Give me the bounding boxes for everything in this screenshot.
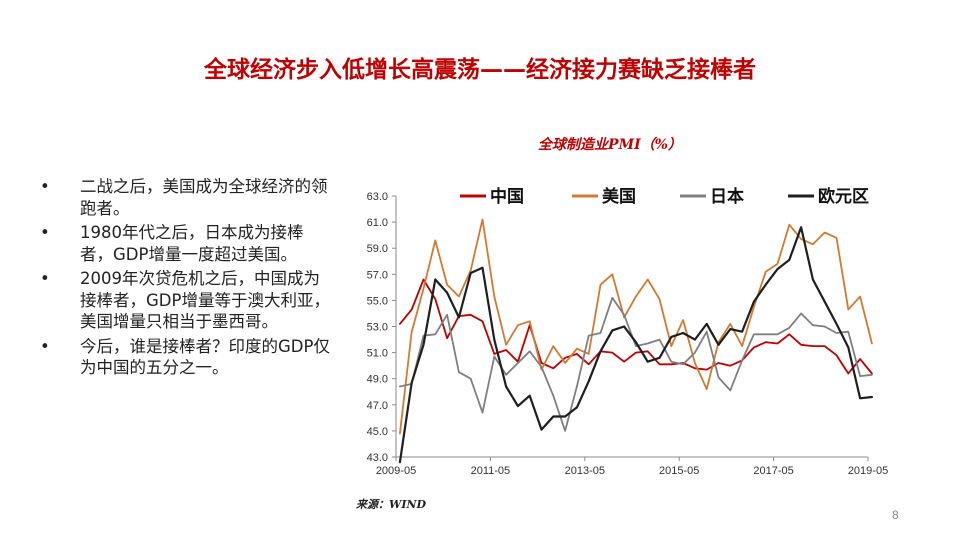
bullet-item: • 今后，谁是接棒者？印度的GDP仅为中国的五分之一。 [40, 336, 330, 379]
x-tick-label: 2017-05 [753, 465, 793, 477]
legend-label: 中国 [490, 186, 524, 207]
legend-label: 美国 [602, 186, 636, 207]
y-tick-label: 53.0 [367, 322, 388, 334]
series-line-中国 [399, 278, 873, 375]
bullet-dot: • [40, 177, 50, 196]
y-tick-label: 57.0 [367, 269, 388, 281]
bullet-dot: • [40, 223, 50, 242]
series-line-美国 [399, 218, 873, 435]
legend-label: 日本 [710, 186, 744, 207]
x-tick-label: 2011-05 [471, 465, 511, 477]
y-tick-label: 43.0 [367, 452, 388, 464]
bullet-list: • 二战之后，美国成为全球经济的领跑者。 • 1980年代之后，日本成为接棒者，GD… [40, 176, 330, 382]
x-tick-label: 2015-05 [659, 465, 699, 477]
chart-source: 来源：WIND [356, 498, 427, 511]
y-tick-label: 61.0 [367, 217, 388, 229]
y-tick-label: 45.0 [367, 426, 388, 438]
page-title: 全球经济步入低增长高震荡——经济接力赛缺乏接棒者 [204, 57, 756, 83]
bullet-dot: • [40, 269, 50, 288]
x-tick-label: 2013-05 [565, 465, 605, 477]
pmi-line-chart: 43.0 45.0 47.0 49.0 51.0 53.0 55.0 57.0 59.0 61.0… [367, 186, 889, 477]
x-tick-label: 2019-05 [848, 465, 888, 477]
y-tick-label: 47.0 [367, 400, 388, 412]
bullet-text: 二战之后，美国成为全球经济的领跑者。 [80, 177, 328, 218]
page-number: 8 [892, 508, 899, 522]
bullet-item: • 1980年代之后，日本成为接棒者，GDP增量一度超过美国。 [40, 222, 330, 265]
chart-title: 全球制造业PMI（%） [538, 137, 682, 153]
y-tick-label: 49.0 [367, 374, 388, 386]
bullet-text: 1980年代之后，日本成为接棒者，GDP增量一度超过美国。 [80, 223, 304, 264]
x-tick-label: 2009-05 [376, 465, 416, 477]
series-line-欧元区 [398, 226, 874, 464]
y-tick-label: 51.0 [367, 348, 388, 360]
series-line-日本 [399, 296, 873, 432]
bullet-text: 2009年次贷危机之后，中国成为接棒者，GDP增量等于澳大利亚，美国增量只相当于… [80, 269, 330, 331]
y-tick-label: 59.0 [367, 243, 388, 255]
y-tick-label: 63.0 [367, 191, 388, 203]
bullet-item: • 2009年次贷危机之后，中国成为接棒者，GDP增量等于澳大利亚，美国增量只相当… [40, 268, 330, 333]
bullet-text: 今后，谁是接棒者？印度的GDP仅为中国的五分之一。 [80, 336, 330, 378]
bullet-dot: • [40, 336, 50, 356]
legend-label: 欧元区 [818, 186, 869, 207]
y-tick-label: 55.0 [367, 295, 388, 307]
bullet-item: • 二战之后，美国成为全球经济的领跑者。 [40, 176, 330, 219]
